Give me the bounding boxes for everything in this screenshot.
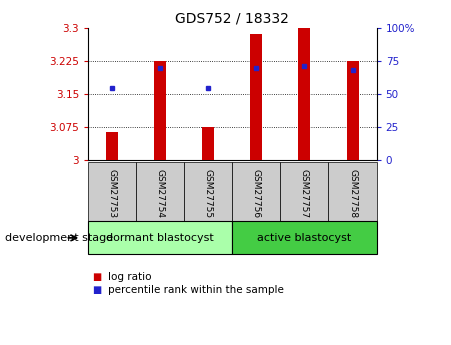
Text: dormant blastocyst: dormant blastocyst (106, 233, 214, 243)
Title: GDS752 / 18332: GDS752 / 18332 (175, 11, 289, 25)
Bar (154, 61, 166, 160)
Text: GSM27758: GSM27758 (348, 169, 357, 218)
Bar (281, 162, 328, 221)
Text: GSM27755: GSM27755 (204, 169, 213, 218)
Bar (88, 221, 232, 254)
Bar (328, 162, 377, 221)
Bar (88, 162, 136, 221)
Bar (106, 132, 118, 160)
Bar (346, 61, 359, 160)
Bar (299, 28, 310, 160)
Text: ■: ■ (92, 272, 102, 282)
Text: active blastocyst: active blastocyst (258, 233, 351, 243)
Bar (136, 162, 184, 221)
Text: GSM27756: GSM27756 (252, 169, 261, 218)
Bar (232, 221, 377, 254)
Text: GSM27754: GSM27754 (156, 169, 165, 218)
Text: ■: ■ (92, 286, 102, 295)
Text: log ratio: log ratio (108, 272, 152, 282)
Text: percentile rank within the sample: percentile rank within the sample (108, 286, 284, 295)
Text: development stage: development stage (5, 233, 113, 243)
Bar (202, 127, 214, 160)
Bar (250, 34, 262, 160)
Bar (184, 162, 232, 221)
Bar (232, 162, 281, 221)
Text: GSM27757: GSM27757 (300, 169, 309, 218)
Text: GSM27753: GSM27753 (107, 169, 116, 218)
